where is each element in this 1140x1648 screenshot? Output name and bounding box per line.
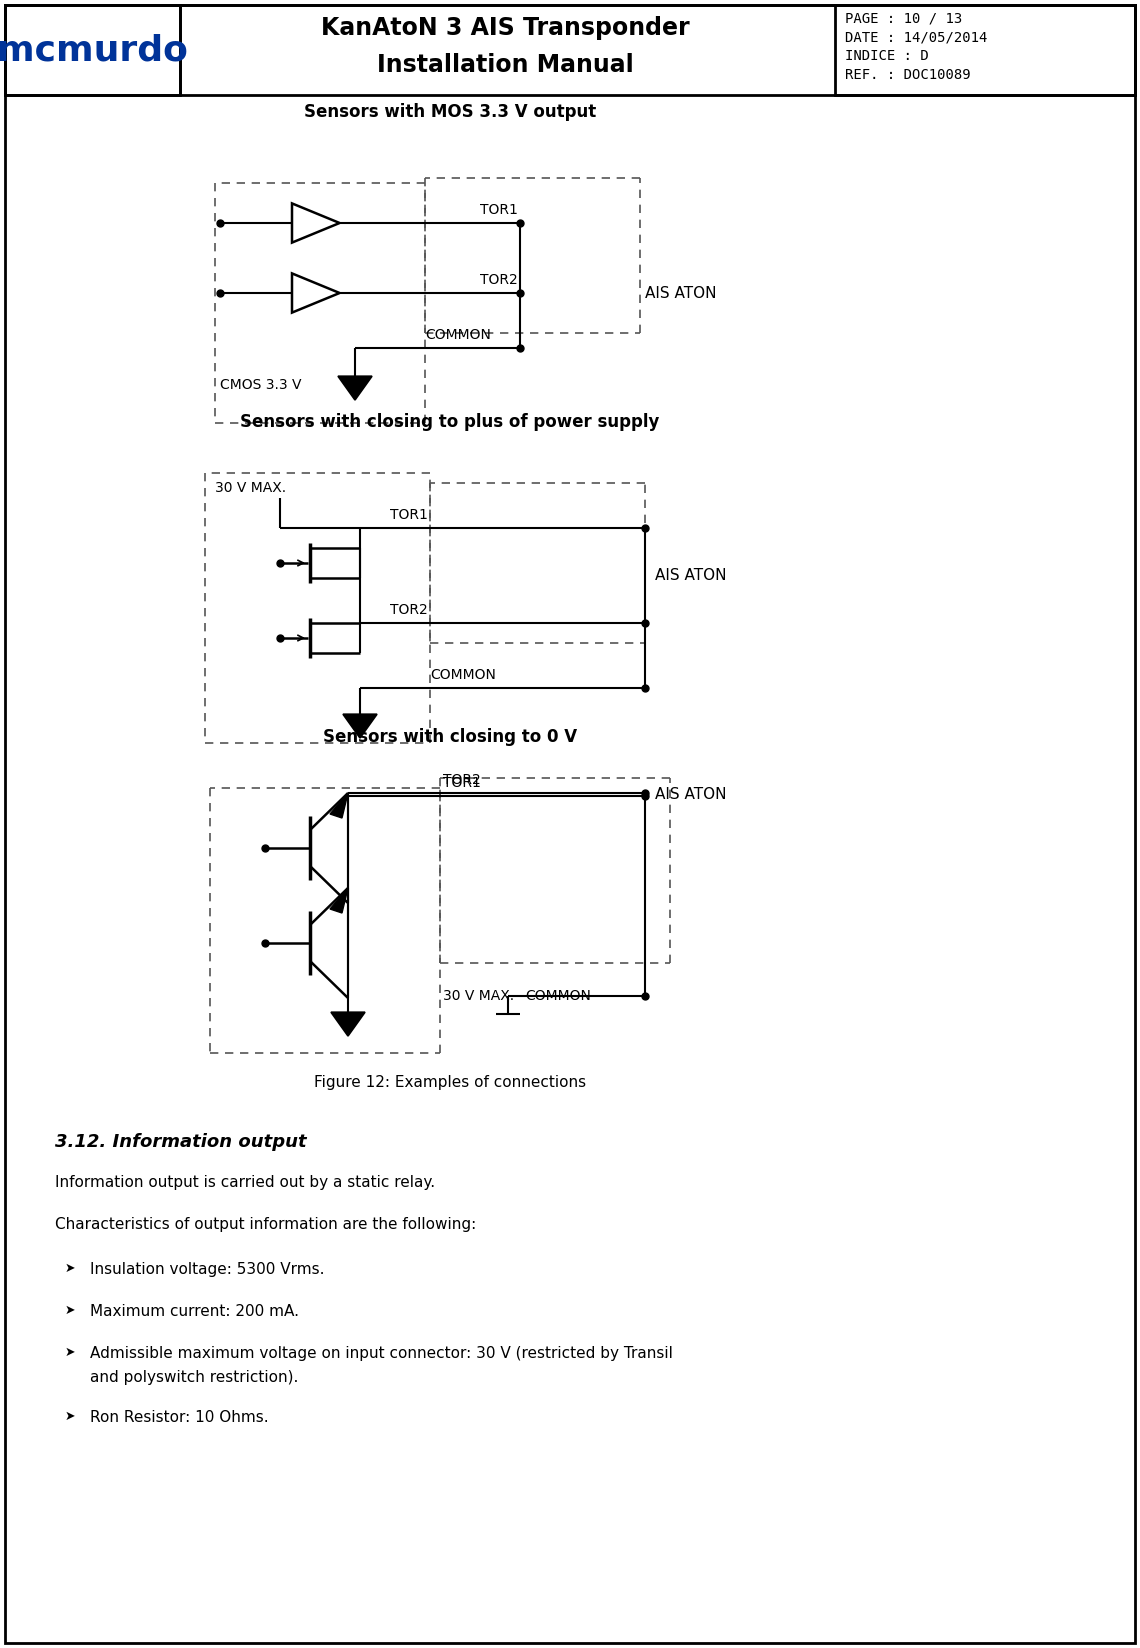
Text: 30 V MAX.: 30 V MAX. [215, 481, 286, 494]
Text: AIS ATON: AIS ATON [645, 285, 717, 300]
Text: Sensors with closing to 0 V: Sensors with closing to 0 V [323, 728, 577, 747]
Text: Admissible maximum voltage on input connector: 30 V (restricted by Transil: Admissible maximum voltage on input conn… [90, 1346, 673, 1361]
Text: ➤: ➤ [65, 1411, 75, 1422]
Polygon shape [329, 888, 348, 913]
Text: and polyswitch restriction).: and polyswitch restriction). [90, 1369, 299, 1384]
Text: Sensors with MOS 3.3 V output: Sensors with MOS 3.3 V output [304, 104, 596, 120]
Text: INDICE : D: INDICE : D [845, 49, 929, 63]
Text: Characteristics of output information are the following:: Characteristics of output information ar… [55, 1216, 477, 1233]
Text: TOR2: TOR2 [480, 274, 518, 287]
Polygon shape [292, 274, 340, 313]
Text: ➤: ➤ [65, 1304, 75, 1317]
Text: Installation Manual: Installation Manual [376, 53, 634, 77]
Text: Information output is carried out by a static relay.: Information output is carried out by a s… [55, 1175, 435, 1190]
Text: Ron Resistor: 10 Ohms.: Ron Resistor: 10 Ohms. [90, 1411, 269, 1426]
Text: PAGE : 10 / 13: PAGE : 10 / 13 [845, 12, 962, 25]
Text: KanAtoN 3 AIS Transponder: KanAtoN 3 AIS Transponder [320, 16, 690, 40]
Text: Maximum current: 200 mA.: Maximum current: 200 mA. [90, 1304, 299, 1318]
Text: REF. : DOC10089: REF. : DOC10089 [845, 68, 970, 82]
Text: COMMON: COMMON [425, 328, 491, 343]
Bar [5, 5, 180, 96]
Text: mcmurdo: mcmurdo [0, 33, 187, 68]
Text: DATE : 14/05/2014: DATE : 14/05/2014 [845, 30, 987, 44]
Text: TOR1: TOR1 [480, 203, 518, 218]
Polygon shape [329, 793, 348, 817]
Text: Insulation voltage: 5300 Vrms.: Insulation voltage: 5300 Vrms. [90, 1262, 325, 1277]
Bar [5, 5, 1135, 96]
Polygon shape [337, 376, 372, 400]
Text: ➤: ➤ [65, 1346, 75, 1360]
Text: TOR2: TOR2 [443, 773, 481, 788]
Text: AIS ATON: AIS ATON [656, 569, 726, 583]
Text: ➤: ➤ [65, 1262, 75, 1276]
Text: CMOS 3.3 V: CMOS 3.3 V [220, 377, 301, 392]
Text: Sensors with closing to plus of power supply: Sensors with closing to plus of power su… [241, 414, 660, 432]
Text: COMMON: COMMON [430, 667, 496, 682]
Text: Figure 12: Examples of connections: Figure 12: Examples of connections [314, 1076, 586, 1091]
Text: TOR1: TOR1 [390, 508, 428, 522]
Text: COMMON: COMMON [526, 989, 591, 1004]
Text: TOR1: TOR1 [443, 776, 481, 789]
Text: TOR2: TOR2 [390, 603, 428, 616]
Polygon shape [331, 1012, 365, 1037]
Text: 3.12. Information output: 3.12. Information output [55, 1134, 307, 1150]
Bar [834, 5, 1135, 96]
Polygon shape [343, 714, 377, 738]
Text: 30 V MAX.: 30 V MAX. [443, 989, 514, 1004]
Text: AIS ATON: AIS ATON [656, 788, 726, 803]
Polygon shape [292, 203, 340, 242]
